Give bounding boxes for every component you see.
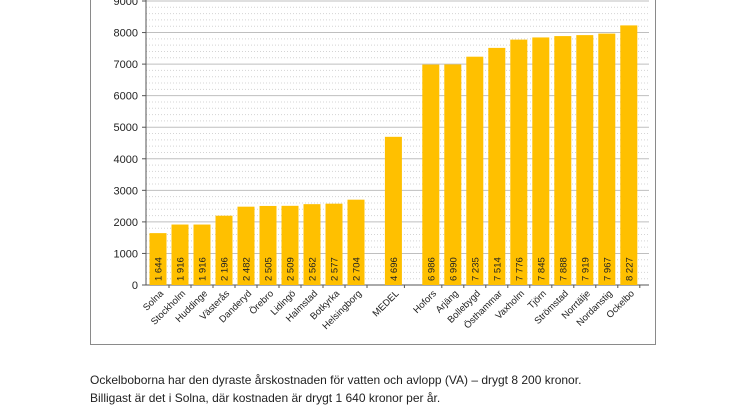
data-label: 6 986 <box>426 257 437 281</box>
data-label: 2 505 <box>264 257 275 281</box>
chart-frame: 0 1000 2000 3000 4000 5000 6000 7000 8000 9000 1 6… <box>90 0 656 345</box>
bar <box>532 37 550 285</box>
y-tick-label: 6000 <box>114 91 138 103</box>
bar <box>303 204 321 285</box>
y-tick-label: 7000 <box>114 59 138 71</box>
caption-line-1: Ockelboborna har den dyraste årskostnade… <box>90 373 582 387</box>
data-label: 1 916 <box>198 257 209 281</box>
data-label: 4 696 <box>389 257 400 281</box>
data-label: 2 482 <box>242 257 253 281</box>
y-tick-label: 9000 <box>114 0 138 8</box>
data-label: 2 577 <box>330 257 341 281</box>
data-label: 1 916 <box>176 257 187 281</box>
y-tick-label: 8000 <box>114 28 138 40</box>
data-label: 7 919 <box>580 257 591 281</box>
y-tick-label: 3000 <box>114 185 138 197</box>
data-label: 7 888 <box>558 257 569 281</box>
bar <box>281 205 299 285</box>
bar <box>384 136 402 285</box>
bar <box>193 224 211 285</box>
y-tick-label: 5000 <box>114 122 138 134</box>
y-tick-label: 4000 <box>114 154 138 166</box>
bar-chart: 0 1000 2000 3000 4000 5000 6000 7000 8000 9000 1 6… <box>114 0 649 332</box>
bar <box>422 64 440 285</box>
data-label: 2 509 <box>286 257 297 281</box>
data-label: 2 562 <box>308 257 319 281</box>
x-tick-label: MEDEL <box>371 288 402 319</box>
bar <box>576 35 594 285</box>
data-label: 6 990 <box>448 257 459 281</box>
bar <box>237 206 255 285</box>
bar <box>259 205 277 285</box>
data-label: 7 514 <box>492 257 503 281</box>
caption-line-2: Billigast är det i Solna, där kostnaden … <box>90 391 441 405</box>
bar <box>488 47 506 285</box>
y-tick-label: 2000 <box>114 217 138 229</box>
bar <box>325 203 343 285</box>
data-label: 7 235 <box>470 257 481 281</box>
data-label: 2 704 <box>352 257 363 281</box>
bar <box>347 199 365 285</box>
bar <box>215 215 233 285</box>
data-label: 2 196 <box>220 257 231 281</box>
bar <box>171 224 189 285</box>
data-label: 7 845 <box>536 257 547 281</box>
data-label: 8 227 <box>624 257 635 281</box>
bar <box>620 25 638 285</box>
bar <box>444 64 462 285</box>
bar <box>149 233 167 285</box>
data-label: 1 644 <box>154 257 165 281</box>
y-tick-label: 0 <box>132 280 138 292</box>
data-label: 7 776 <box>514 257 525 281</box>
bar <box>510 39 528 286</box>
bar <box>466 56 484 285</box>
bar <box>554 36 572 285</box>
y-tick-label: 1000 <box>114 248 138 260</box>
bar <box>598 33 616 285</box>
x-tick-label: Hofors <box>411 288 439 316</box>
data-label: 7 967 <box>602 257 613 281</box>
